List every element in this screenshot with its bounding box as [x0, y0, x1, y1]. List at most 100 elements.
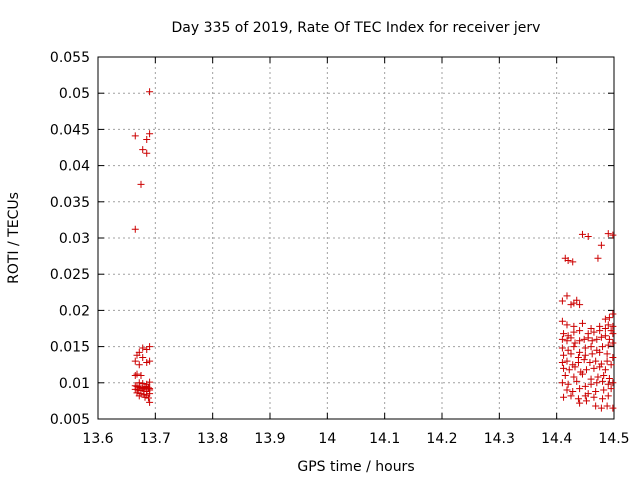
y-axis-tick-labels: 0.005 0.01 0.015 0.02 0.025 0.03 0.035 0.04 0.04… [50, 50, 90, 428]
data-point [597, 333, 605, 341]
x-tick-label: 14.4 [541, 431, 572, 447]
data-point [596, 327, 604, 335]
data-point [600, 386, 608, 394]
data-point [605, 314, 613, 322]
data-point [601, 332, 609, 340]
data-point [609, 330, 617, 338]
data-point [594, 254, 602, 262]
data-point [599, 395, 607, 403]
data-point [573, 296, 581, 304]
data-point [569, 387, 577, 395]
data-point [570, 328, 578, 336]
data-point [563, 357, 571, 365]
data-point [593, 379, 601, 387]
data-point [569, 258, 577, 266]
data-point [607, 327, 615, 335]
data-point [592, 402, 600, 410]
data-point [140, 390, 148, 398]
data-point [570, 373, 578, 381]
data-point [144, 394, 152, 402]
data-point [139, 353, 147, 361]
data-point [560, 351, 568, 359]
data-point [581, 351, 589, 359]
data-point [590, 328, 598, 336]
data-point [601, 325, 609, 332]
x-tick-label: 13.7 [140, 431, 171, 447]
data-point [609, 231, 617, 239]
data-point [576, 327, 584, 335]
data-point [561, 372, 569, 380]
data-point [560, 330, 568, 338]
data-point [133, 370, 141, 378]
data-point [587, 343, 595, 351]
data-point [563, 337, 571, 345]
data-point [580, 335, 588, 343]
data-point [592, 387, 600, 395]
data-point [567, 334, 575, 342]
y-tick-label: 0.03 [59, 231, 90, 247]
data-point [146, 390, 154, 398]
x-tick-label: 13.6 [82, 431, 113, 447]
y-tick-label: 0.015 [50, 340, 90, 356]
x-tick-label: 14.3 [484, 431, 515, 447]
data-point [560, 393, 568, 401]
data-point [605, 335, 613, 343]
data-point [573, 377, 581, 385]
grid-lines [98, 57, 614, 419]
data-point [558, 335, 566, 343]
data-point [581, 344, 589, 352]
data-point [590, 364, 598, 372]
data-point [581, 392, 589, 400]
y-tick-label: 0.01 [59, 376, 90, 392]
data-point [131, 357, 139, 365]
y-tick-label: 0.05 [59, 86, 90, 102]
y-tick-label: 0.025 [50, 267, 90, 283]
x-axis-label: GPS time / hours [297, 459, 414, 475]
data-point [131, 385, 139, 393]
data-point [570, 343, 578, 351]
data-point [146, 343, 154, 351]
data-point [133, 351, 141, 359]
data-point [596, 363, 604, 371]
data-point [574, 359, 582, 367]
data-point [604, 392, 612, 400]
data-point [603, 350, 611, 358]
data-point [578, 230, 586, 238]
data-point [597, 360, 605, 368]
data-point [131, 225, 139, 233]
data-point [609, 310, 617, 318]
data-point [143, 359, 151, 367]
data-point [567, 301, 575, 309]
data-point [558, 344, 566, 352]
data-point [588, 350, 596, 358]
data-point [574, 395, 582, 403]
x-tick-label: 14 [318, 431, 336, 447]
data-point [609, 322, 617, 330]
data-point [146, 130, 154, 138]
data-point [582, 397, 590, 405]
data-point [586, 359, 594, 367]
data-point [567, 350, 575, 358]
y-tick-label: 0.005 [50, 412, 90, 428]
data-point [571, 339, 579, 347]
data-point [609, 339, 617, 347]
data-point [604, 380, 612, 388]
data-point [590, 393, 598, 401]
data-point [571, 363, 579, 371]
data-point [143, 345, 151, 353]
data-point [600, 372, 608, 380]
data-point [565, 366, 573, 374]
data-point [146, 88, 154, 96]
data-point [564, 380, 572, 388]
data-point [592, 357, 600, 365]
axis-ticks [97, 56, 615, 420]
data-point [603, 357, 611, 365]
chart-title: Day 335 of 2019, Rate Of TEC Index for r… [172, 20, 541, 36]
data-point [139, 146, 147, 154]
y-tick-label: 0.055 [50, 50, 90, 66]
data-point [601, 315, 609, 323]
y-axis-label: ROTI / TECUs [6, 192, 22, 284]
data-point [576, 399, 584, 407]
data-point [593, 335, 601, 343]
